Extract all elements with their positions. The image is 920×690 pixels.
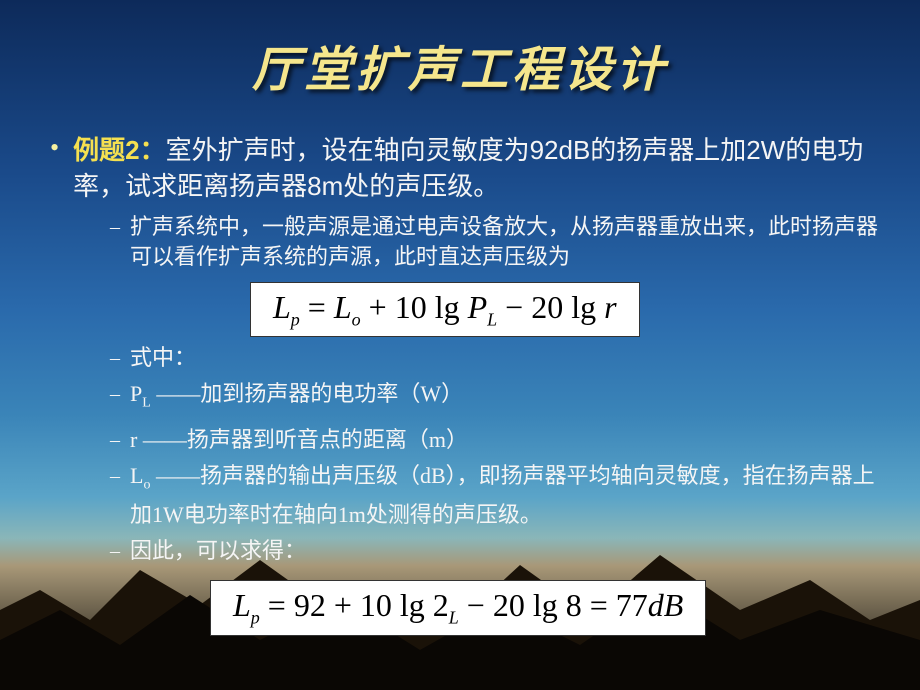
f2-mid: − 20 lg 8 = 77 [459, 587, 648, 623]
f2-L: L [233, 587, 251, 623]
sub-line-2: – 式中： [110, 343, 880, 373]
dash-icon: – [110, 212, 120, 242]
f1-minus: − 20 lg [497, 289, 604, 325]
var-P: P [130, 381, 142, 406]
sub-line-5: – Lo ——扬声器的输出声压级（dB），即扬声器平均轴向灵敏度，指在扬声器上加… [110, 461, 880, 530]
sub-line-6: – 因此，可以求得： [110, 536, 880, 566]
f1-PL: L [487, 309, 497, 329]
f1-p: p [291, 309, 300, 329]
example-line: 例题2：室外扩声时，设在轴向灵敏度为92dB的扬声器上加2W的电功率，试求距离扬… [73, 130, 880, 204]
slide: 厅堂扩声工程设计 • 例题2：室外扩声时，设在轴向灵敏度为92dB的扬声器上加2… [0, 0, 920, 690]
sub-line-1: – 扩声系统中，一般声源是通过电声设备放大，从扬声器重放出来，此时扬声器可以看作… [110, 212, 880, 272]
dash-icon: – [110, 461, 120, 491]
sub-line-4: – r ——扬声器到听音点的距离（m） [110, 425, 880, 455]
slide-title: 厅堂扩声工程设计 [0, 30, 920, 100]
sub-text-3: PL ——加到扬声器的电功率（W） [130, 379, 463, 418]
content-area: • 例题2：室外扩声时，设在轴向灵敏度为92dB的扬声器上加2W的电功率，试求距… [50, 130, 880, 642]
bullet-dot: • [50, 130, 59, 166]
sub-text-2: 式中： [130, 343, 196, 373]
sub-text-6: 因此，可以求得： [130, 536, 306, 566]
f2-subL: L [449, 608, 459, 628]
f1-eq: = [300, 289, 334, 325]
desc-Lo: ——扬声器的输出声压级（dB），即扬声器平均轴向灵敏度，指在扬声器上加1W电功率… [130, 463, 875, 527]
example-text: 室外扩声时，设在轴向灵敏度为92dB的扬声器上加2W的电功率，试求距离扬声器8m… [73, 135, 863, 201]
sub-text-5: Lo ——扬声器的输出声压级（dB），即扬声器平均轴向灵敏度，指在扬声器上加1W… [130, 461, 880, 530]
f1-o: o [352, 309, 361, 329]
var-L: L [130, 463, 143, 488]
f1-plus: + 10 lg [361, 289, 468, 325]
f1-Lo: L [334, 289, 352, 325]
example-bullet: • 例题2：室外扩声时，设在轴向灵敏度为92dB的扬声器上加2W的电功率，试求距… [50, 130, 880, 204]
sub-L: L [142, 396, 151, 411]
desc-PL: ——加到扬声器的电功率（W） [151, 381, 463, 406]
f1-P: P [468, 289, 488, 325]
dash-icon: – [110, 536, 120, 566]
f2-unit: dB [648, 587, 684, 623]
dash-icon: – [110, 379, 120, 409]
f2-eq: = 92 + 10 lg 2 [260, 587, 449, 623]
formula-2: Lp = 92 + 10 lg 2L − 20 lg 8 = 77dB [210, 580, 706, 635]
dash-icon: – [110, 343, 120, 373]
formula-1: Lp = Lo + 10 lg PL − 20 lg r [250, 282, 640, 337]
sub-text-1: 扩声系统中，一般声源是通过电声设备放大，从扬声器重放出来，此时扬声器可以看作扩声… [130, 212, 880, 272]
example-label: 例题2： [73, 135, 165, 165]
sub-text-4: r ——扬声器到听音点的距离（m） [130, 425, 468, 455]
sub-line-3: – PL ——加到扬声器的电功率（W） [110, 379, 880, 418]
f1-L: L [273, 289, 291, 325]
f2-p: p [251, 608, 260, 628]
f1-r: r [604, 289, 616, 325]
dash-icon: – [110, 425, 120, 455]
